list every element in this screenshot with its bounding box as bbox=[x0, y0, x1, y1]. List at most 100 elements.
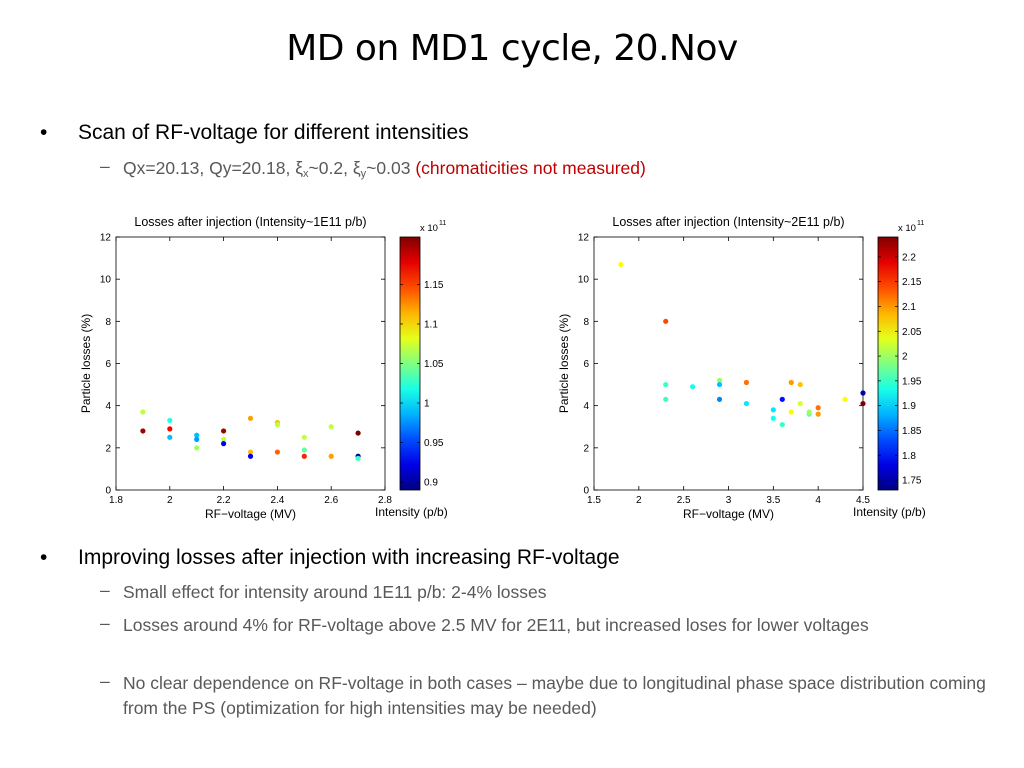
y-tick-label: 0 bbox=[105, 486, 111, 497]
y-tick-label: 12 bbox=[100, 233, 112, 244]
y-tick-label: 6 bbox=[583, 359, 589, 370]
x-tick-label: 2.8 bbox=[378, 495, 392, 506]
data-point bbox=[788, 409, 794, 415]
bullet-marker: • bbox=[40, 546, 48, 569]
x-tick-label: 2.4 bbox=[270, 495, 284, 506]
colorbar-tick-label: 1 bbox=[424, 399, 430, 410]
bullet-marker: • bbox=[40, 121, 48, 144]
slide-title: MD on MD1 cycle, 20.Nov bbox=[286, 28, 738, 69]
data-point bbox=[167, 417, 173, 424]
data-point bbox=[797, 381, 803, 388]
x-tick-label: 2.5 bbox=[677, 495, 691, 506]
colorbar-tick-label: 1.1 bbox=[424, 319, 438, 330]
data-point bbox=[779, 422, 785, 428]
data-point bbox=[815, 411, 821, 417]
y-axis-label: Particle losses (%) bbox=[79, 314, 93, 413]
data-point bbox=[815, 405, 821, 411]
x-tick-label: 1.8 bbox=[109, 495, 123, 506]
colorbar-exponent-power: 11 bbox=[917, 220, 924, 227]
data-point bbox=[743, 379, 750, 386]
y-tick-label: 8 bbox=[105, 317, 111, 328]
data-point bbox=[716, 396, 723, 402]
colorbar-tick-label: 2.1 bbox=[902, 302, 916, 313]
data-point bbox=[618, 261, 624, 268]
dash-marker: – bbox=[100, 671, 110, 691]
colorbar-tick-label: 0.95 bbox=[424, 438, 444, 449]
data-point bbox=[247, 453, 254, 459]
x-tick-label: 1.5 bbox=[587, 495, 601, 506]
x-tick-label: 2 bbox=[167, 495, 173, 506]
data-point bbox=[301, 453, 307, 459]
colorbar-exponent: x 10 bbox=[898, 223, 916, 234]
data-point bbox=[328, 453, 334, 459]
data-point bbox=[274, 449, 280, 455]
data-point bbox=[194, 445, 200, 451]
data-point bbox=[247, 415, 254, 421]
chart-title: Losses after injection (Intensity~1E11 p… bbox=[134, 215, 366, 229]
data-point bbox=[690, 384, 696, 390]
data-point bbox=[797, 400, 803, 407]
data-point bbox=[806, 409, 812, 415]
x-tick-label: 3 bbox=[726, 495, 732, 506]
data-point bbox=[194, 432, 200, 438]
colorbar-tick-label: 1.8 bbox=[902, 451, 916, 462]
dash-marker: – bbox=[100, 613, 110, 633]
colorbar-label: Intensity (p/b) bbox=[375, 505, 448, 519]
sub-bullet-small-effect-text: Small effect for intensity around 1E11 p… bbox=[123, 582, 547, 602]
data-point bbox=[167, 434, 173, 440]
colorbar-exponent-power: 11 bbox=[439, 220, 446, 227]
data-point bbox=[788, 379, 794, 386]
x-tick-label: 2.6 bbox=[324, 495, 338, 506]
data-point bbox=[842, 396, 848, 402]
x-tick-label: 4 bbox=[815, 495, 821, 506]
chart-intensity-2e11: Losses after injection (Intensity~2E11 p… bbox=[538, 211, 952, 523]
data-point bbox=[194, 436, 200, 442]
y-tick-label: 0 bbox=[583, 486, 589, 497]
x-tick-label: 2 bbox=[636, 495, 642, 506]
colorbar bbox=[877, 236, 899, 491]
sub-bullet-losses-4pct-text: Losses around 4% for RF-voltage above 2.… bbox=[123, 615, 869, 635]
y-tick-label: 8 bbox=[583, 317, 589, 328]
y-tick-label: 12 bbox=[578, 233, 590, 244]
colorbar-tick-label: 1.95 bbox=[902, 376, 922, 387]
colorbar-tick-label: 1.85 bbox=[902, 426, 922, 437]
dash-marker: – bbox=[100, 580, 110, 600]
x-axis-label: RF−voltage (MV) bbox=[205, 507, 296, 521]
data-point bbox=[663, 381, 669, 388]
data-point bbox=[716, 377, 723, 383]
data-point bbox=[860, 400, 866, 407]
data-point bbox=[221, 441, 227, 447]
y-axis-label: Particle losses (%) bbox=[557, 314, 571, 413]
data-point bbox=[140, 428, 146, 434]
colorbar-tick-label: 1.75 bbox=[902, 476, 922, 487]
plot-frame bbox=[593, 236, 864, 491]
colorbar-tick-label: 2.15 bbox=[902, 277, 922, 288]
data-point bbox=[274, 422, 280, 428]
colorbar-exponent: x 10 bbox=[420, 223, 438, 234]
y-tick-label: 6 bbox=[105, 359, 111, 370]
chart-title: Losses after injection (Intensity~2E11 p… bbox=[612, 215, 844, 229]
colorbar-tick-label: 0.9 bbox=[424, 478, 438, 489]
y-tick-label: 4 bbox=[583, 401, 589, 412]
data-point bbox=[328, 424, 334, 430]
colorbar-tick-label: 1.05 bbox=[424, 359, 444, 370]
data-point bbox=[140, 409, 146, 415]
y-tick-label: 2 bbox=[583, 443, 589, 454]
colorbar-tick-label: 2 bbox=[902, 352, 908, 363]
colorbar-tick-label: 1.9 bbox=[902, 401, 916, 412]
data-point bbox=[301, 447, 307, 453]
data-point bbox=[663, 318, 669, 324]
data-point bbox=[663, 396, 669, 402]
bullet-scan-text: Scan of RF-voltage for different intensi… bbox=[78, 121, 469, 144]
y-tick-label: 4 bbox=[105, 401, 111, 412]
y-tick-label: 10 bbox=[100, 275, 112, 286]
data-point bbox=[716, 381, 723, 388]
data-point bbox=[860, 390, 866, 396]
colorbar-tick-label: 2.05 bbox=[902, 327, 922, 338]
y-tick-label: 10 bbox=[578, 275, 590, 286]
data-point bbox=[301, 434, 307, 440]
data-point bbox=[743, 400, 750, 407]
sub-bullet-tunes-text: Qx=20.13, Qy=20.18, ξx~0.2, ξy~0.03 (chr… bbox=[123, 158, 646, 180]
x-tick-label: 3.5 bbox=[766, 495, 780, 506]
data-point bbox=[221, 428, 227, 434]
